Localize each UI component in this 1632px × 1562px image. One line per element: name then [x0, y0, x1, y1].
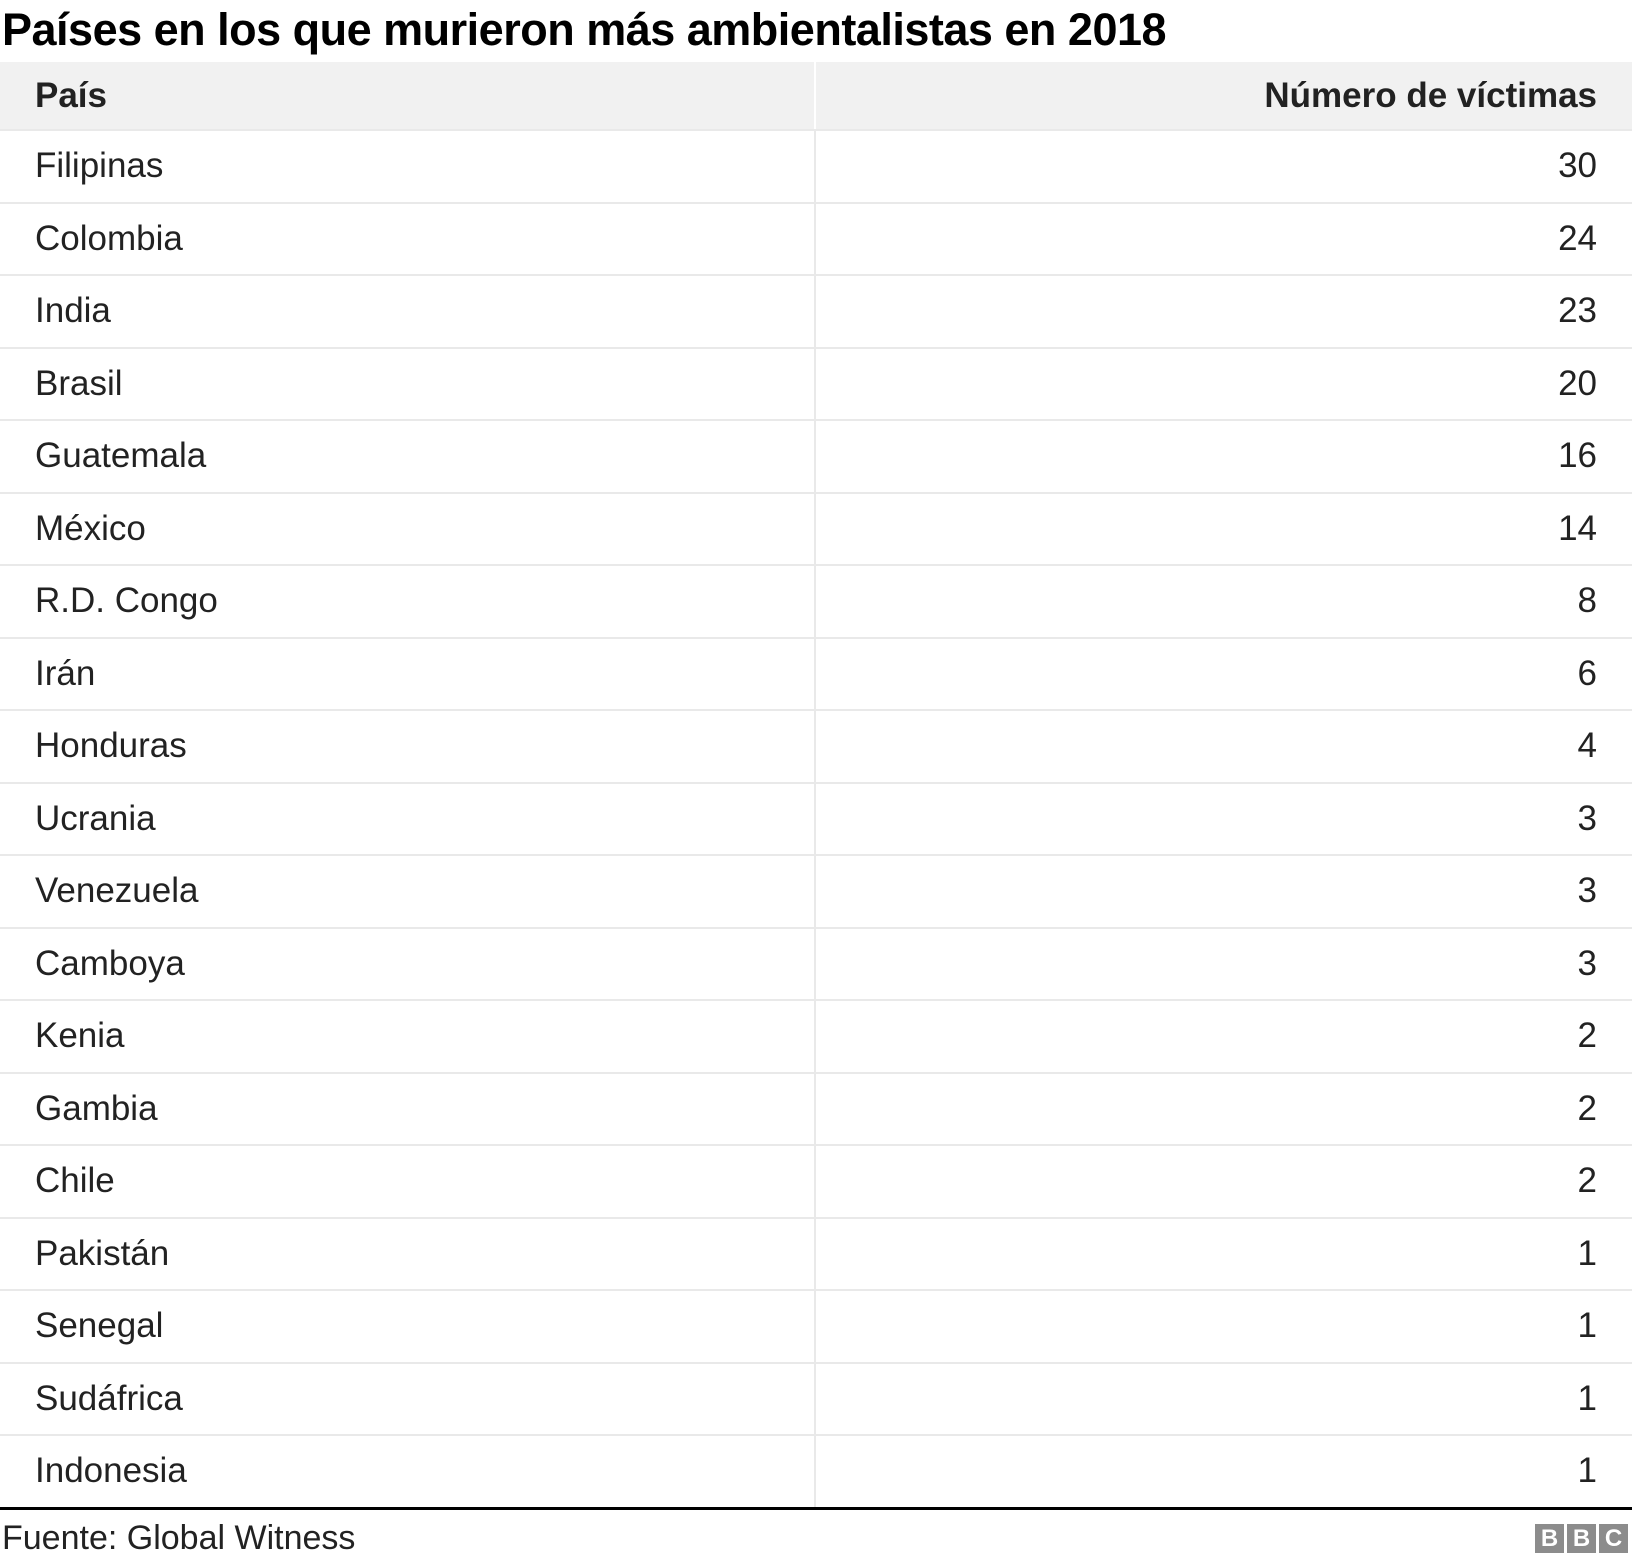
victims-cell: 16 [1558, 436, 1597, 476]
bbc-logo-letter: C [1599, 1524, 1628, 1553]
table-row: Ucrania 3 [0, 781, 1632, 854]
victims-cell: 30 [1558, 146, 1597, 186]
table-row: México 14 [0, 491, 1632, 564]
table-row: Brasil 20 [0, 346, 1632, 419]
source-label: Fuente: Global Witness [2, 1519, 356, 1557]
table-row: Guatemala 16 [0, 419, 1632, 492]
column-header-country: País [0, 62, 816, 129]
country-cell: Chile [0, 1146, 816, 1217]
victims-cell: 24 [1558, 218, 1597, 258]
victims-cell: 14 [1558, 508, 1597, 548]
table-row: Senegal 1 [0, 1289, 1632, 1362]
victims-cell: 1 [1577, 1306, 1597, 1346]
victims-table: País Número de víctimas Filipinas 30 Colom… [0, 62, 1632, 1507]
country-cell: Honduras [0, 711, 816, 782]
country-cell: Senegal [0, 1291, 816, 1362]
country-cell: Sudáfrica [0, 1363, 816, 1434]
country-cell: Filipinas [0, 131, 816, 202]
country-cell: Pakistán [0, 1218, 816, 1289]
country-cell: R.D. Congo [0, 566, 816, 637]
victims-cell: 6 [1577, 653, 1597, 693]
country-cell: Indonesia [0, 1436, 816, 1507]
table-row: Gambia 2 [0, 1071, 1632, 1144]
country-cell: Venezuela [0, 856, 816, 927]
victims-cell: 3 [1577, 943, 1597, 983]
table-row: Irán 6 [0, 636, 1632, 709]
country-cell: Brasil [0, 348, 816, 419]
victims-cell: 3 [1577, 798, 1597, 838]
table-row: Honduras 4 [0, 709, 1632, 782]
table-row: Chile 2 [0, 1144, 1632, 1217]
country-cell: India [0, 276, 816, 347]
victims-cell: 8 [1577, 581, 1597, 621]
table-row: Pakistán 1 [0, 1216, 1632, 1289]
table-row: Sudáfrica 1 [0, 1361, 1632, 1434]
table-row: Camboya 3 [0, 926, 1632, 999]
table-row: Indonesia 1 [0, 1434, 1632, 1507]
victims-cell: 1 [1577, 1233, 1597, 1273]
table-row: R.D. Congo 8 [0, 564, 1632, 637]
country-cell: Colombia [0, 203, 816, 274]
victims-cell: 1 [1577, 1451, 1597, 1491]
victims-cell: 2 [1577, 1088, 1597, 1128]
footer: Fuente: Global Witness B B C [0, 1510, 1632, 1562]
country-cell: Irán [0, 638, 816, 709]
country-cell: Kenia [0, 1001, 816, 1072]
country-cell: Gambia [0, 1073, 816, 1144]
bbc-logo-letter: B [1567, 1524, 1596, 1553]
victims-cell: 20 [1558, 363, 1597, 403]
table-row: Filipinas 30 [0, 129, 1632, 202]
table-row: Venezuela 3 [0, 854, 1632, 927]
victims-cell: 23 [1558, 291, 1597, 331]
table-header-row: País Número de víctimas [0, 62, 1632, 129]
country-cell: México [0, 493, 816, 564]
victims-cell: 1 [1577, 1378, 1597, 1418]
country-cell: Guatemala [0, 421, 816, 492]
table-row: Colombia 24 [0, 201, 1632, 274]
table-row: India 23 [0, 274, 1632, 347]
country-cell: Ucrania [0, 783, 816, 854]
table-body: Filipinas 30 Colombia 24 India 23 Brasil 20 Guat… [0, 129, 1632, 1507]
table-row: Kenia 2 [0, 999, 1632, 1072]
bottom-rule [0, 1506, 1632, 1510]
victims-cell: 2 [1577, 1016, 1597, 1056]
victims-cell: 3 [1577, 871, 1597, 911]
victims-cell: 2 [1577, 1161, 1597, 1201]
page-title: Países en los que murieron más ambiental… [2, 4, 1167, 55]
column-header-victims: Número de víctimas [1264, 75, 1597, 115]
bbc-logo: B B C [1535, 1524, 1628, 1553]
country-cell: Camboya [0, 928, 816, 999]
victims-cell: 4 [1577, 726, 1597, 766]
bbc-logo-letter: B [1535, 1524, 1564, 1553]
